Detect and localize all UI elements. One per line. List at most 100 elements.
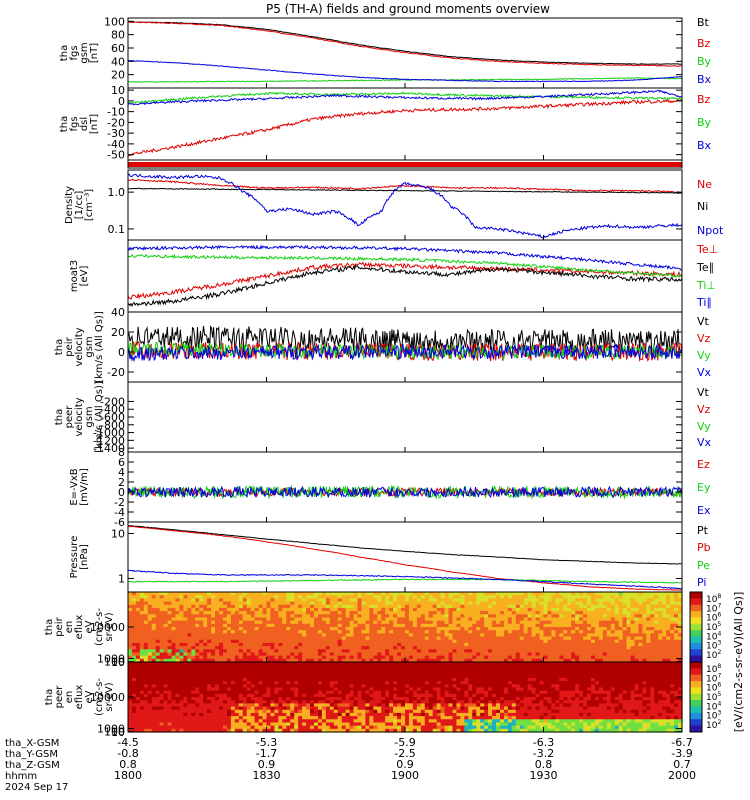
heatmap-cell [282, 592, 287, 596]
heatmap-cell [373, 607, 378, 612]
heatmap-cell [610, 630, 616, 634]
heatmap-cell [207, 693, 212, 698]
heatmap-cell [547, 623, 553, 628]
heatmap-cell [674, 633, 679, 638]
heatmap-cell [135, 693, 141, 698]
y-axis-label-line: [km/s (All Qs)] [94, 311, 105, 383]
heatmap-cell [306, 598, 311, 603]
legend-Vt: Vt [697, 315, 710, 328]
heatmap-cell [634, 652, 640, 657]
heatmap-cell [353, 598, 359, 603]
heatmap-cell [361, 639, 367, 644]
heatmap-cell [424, 592, 430, 596]
heatmap-cell [658, 642, 663, 647]
heatmap-cell [317, 611, 323, 615]
heatmap-cell [135, 623, 141, 628]
heatmap-cell [598, 633, 604, 638]
heatmap-cell [650, 633, 655, 638]
heatmap-cell [211, 607, 216, 612]
heatmap-cell [341, 665, 347, 669]
heatmap-cell [393, 639, 398, 644]
heatmap-cell [333, 693, 339, 698]
heatmap-cell [440, 646, 446, 650]
heatmap-cell [191, 639, 196, 644]
heatmap-cell [139, 690, 145, 695]
heatmap-cell [622, 642, 628, 647]
heatmap-cell [610, 636, 616, 641]
heatmap-cell [254, 684, 260, 689]
heatmap-cell [539, 617, 545, 622]
heatmap-cell [365, 709, 370, 714]
heatmap-cell [167, 652, 173, 657]
heatmap-cell [155, 719, 161, 724]
y-tick-label: -2 [114, 496, 125, 509]
heatmap-cell [614, 652, 620, 657]
heatmap-cell [282, 623, 287, 628]
heatmap-cell [187, 630, 192, 634]
heatmap-cell [499, 642, 505, 647]
heatmap-cell [594, 630, 600, 634]
heatmap-cell [424, 633, 430, 638]
heatmap-cell [555, 655, 560, 660]
heatmap-cell [492, 617, 497, 622]
heatmap-cell [321, 684, 327, 689]
heatmap-cell [329, 677, 335, 682]
heatmap-cell [353, 693, 359, 698]
heatmap-cell [666, 620, 671, 625]
heatmap-cell [203, 709, 208, 714]
heatmap-cell [203, 620, 208, 625]
heatmap-cell [349, 706, 355, 711]
heatmap-cell [448, 623, 454, 628]
heatmap-cell [167, 623, 173, 628]
heatmap-cell [298, 725, 303, 730]
heatmap-cell [515, 630, 521, 634]
heatmap-cell [393, 716, 398, 720]
heatmap-cell [594, 633, 600, 638]
heatmap-cell [274, 623, 279, 628]
heatmap-cell [230, 652, 236, 657]
heatmap-cell [143, 674, 149, 679]
heatmap-cell [361, 652, 367, 657]
heatmap-cell [381, 728, 386, 733]
heatmap-cell [147, 728, 153, 733]
heatmap-cell [377, 630, 382, 634]
heatmap-cell [290, 668, 295, 673]
heatmap-cell [219, 642, 224, 647]
heatmap-cell [377, 719, 382, 724]
heatmap-cell [175, 614, 181, 619]
heatmap-cell [325, 620, 331, 625]
heatmap-cell [575, 604, 580, 609]
heatmap-cell [468, 633, 473, 638]
heatmap-cell [215, 633, 220, 638]
heatmap-cell [298, 697, 303, 701]
heatmap-cell [151, 709, 157, 714]
heatmap-cell [547, 627, 553, 631]
heatmap-cell [159, 684, 165, 689]
heatmap-cell [298, 700, 303, 704]
heatmap-cell [341, 620, 347, 625]
heatmap-cell [650, 595, 655, 599]
heatmap-cell [377, 684, 382, 689]
heatmap-cell [143, 690, 149, 695]
heatmap-cell [381, 636, 386, 641]
heatmap-cell [345, 728, 351, 733]
heatmap-cell [365, 636, 370, 641]
heatmap-cell [337, 709, 343, 714]
heatmap-cell [215, 649, 220, 654]
heatmap-cell [480, 649, 485, 654]
heatmap-cell [254, 636, 260, 641]
heatmap-cell [262, 722, 268, 727]
heatmap-cell [515, 607, 521, 612]
heatmap-cell [484, 658, 489, 663]
heatmap-cell [230, 697, 236, 701]
heatmap-cell [349, 620, 355, 625]
heatmap-cell [203, 674, 208, 679]
heatmap-cell [171, 639, 177, 644]
heatmap-cell [246, 690, 252, 695]
heatmap-cell [266, 697, 272, 701]
heatmap-cell [171, 598, 177, 603]
heatmap-cell [412, 623, 418, 628]
heatmap-cell [531, 646, 537, 650]
legend-Ey: Ey [697, 481, 711, 494]
heatmap-cell [361, 658, 367, 663]
